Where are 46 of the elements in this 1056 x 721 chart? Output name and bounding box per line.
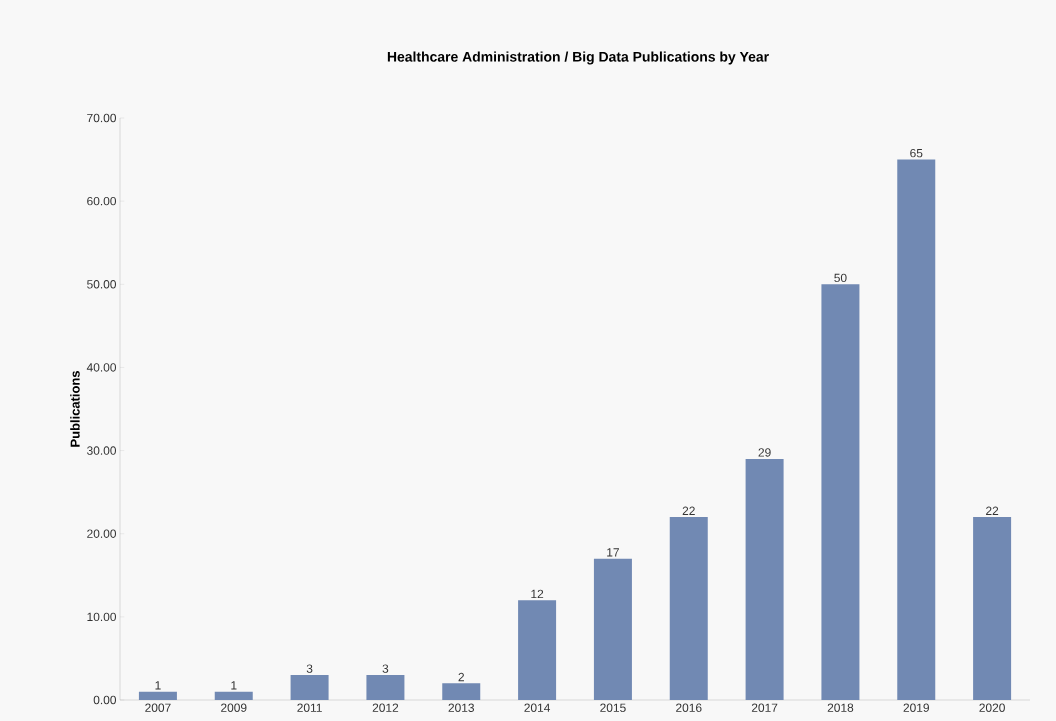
data-label: 3: [306, 664, 313, 673]
bar: [593, 558, 632, 700]
bar: [518, 600, 557, 700]
y-tick-label: 0.00: [93, 695, 117, 705]
bar: [290, 675, 329, 700]
x-tick-label: 2017: [751, 703, 778, 712]
x-tick-label: 2015: [600, 703, 626, 712]
x-tick-label: 2016: [676, 703, 702, 712]
bar: [138, 691, 177, 700]
y-tick-label: 60.00: [87, 196, 117, 206]
data-label: 1: [231, 681, 237, 690]
chart-title: Healthcare Administration / Big Data Publications by Year: [387, 51, 769, 65]
data-label: 22: [682, 506, 695, 515]
data-label: 65: [910, 148, 923, 158]
bar: [973, 517, 1012, 700]
y-tick-label: 50.00: [87, 280, 117, 289]
bar: [442, 683, 481, 700]
bar: [897, 159, 936, 700]
y-tick-label: 10.00: [87, 612, 117, 622]
bar: [366, 675, 405, 700]
x-tick-label: 2020: [979, 703, 1005, 712]
data-label: 1: [155, 681, 161, 690]
data-label: 12: [531, 589, 544, 599]
x-tick-label: 2007: [145, 703, 171, 712]
data-label: 3: [382, 664, 389, 673]
bar: [669, 517, 708, 700]
y-tick-label: 70.00: [87, 113, 117, 123]
bar: [745, 458, 784, 700]
data-label: 2: [458, 672, 464, 682]
data-label: 29: [758, 448, 771, 457]
x-tick-label: 2018: [827, 703, 854, 712]
x-tick-label: 2019: [903, 703, 929, 712]
x-tick-label: 2011: [297, 703, 322, 712]
bar: [821, 284, 860, 700]
y-tick-label: 20.00: [87, 529, 117, 538]
x-tick-label: 2009: [221, 703, 247, 712]
x-tick-label: 2013: [448, 703, 475, 712]
x-tick-label: 2014: [524, 703, 551, 712]
x-tick-label: 2012: [372, 703, 399, 712]
y-tick-label: 30.00: [87, 446, 117, 455]
data-label: 17: [607, 548, 619, 557]
data-label: 50: [834, 273, 847, 283]
y-axis-title: Publications: [70, 371, 80, 447]
data-label: 22: [986, 506, 999, 515]
bar: [214, 691, 253, 700]
y-tick-label: 40.00: [86, 363, 117, 372]
